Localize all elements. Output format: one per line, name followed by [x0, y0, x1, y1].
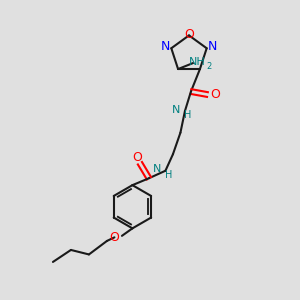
- Text: NH: NH: [189, 56, 206, 67]
- Text: N: N: [207, 40, 217, 53]
- Text: H: H: [184, 110, 192, 120]
- Text: N: N: [153, 164, 161, 174]
- Text: N: N: [172, 104, 181, 115]
- Text: O: O: [110, 231, 119, 244]
- Text: H: H: [165, 169, 172, 180]
- Text: 2: 2: [206, 61, 211, 70]
- Text: O: O: [210, 88, 220, 101]
- Text: O: O: [132, 151, 142, 164]
- Text: O: O: [184, 28, 194, 41]
- Text: N: N: [161, 40, 171, 53]
